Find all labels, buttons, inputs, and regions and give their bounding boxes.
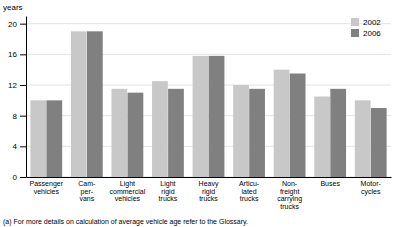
tick-label: Lightcommercialvehicles	[109, 180, 145, 202]
bar	[111, 89, 127, 177]
legend-label: 2006	[363, 29, 381, 38]
bar	[314, 97, 330, 178]
bar	[46, 100, 62, 177]
axis-line	[27, 177, 392, 178]
tick-label: Cam-per-vans	[78, 180, 96, 202]
bar	[193, 56, 209, 177]
bar	[233, 85, 249, 177]
tick: Heavyrigidtrucks	[199, 177, 219, 202]
tick: 16	[8, 50, 26, 59]
bar	[355, 100, 371, 177]
bar-series	[46, 31, 386, 177]
tick-mark	[20, 54, 26, 55]
legend-swatch	[351, 18, 359, 26]
bar	[71, 31, 87, 177]
tick: Non-freightcarryingtrucks	[277, 177, 302, 210]
tick: 4	[13, 142, 26, 151]
legend-swatch	[351, 29, 359, 37]
legend: 2002 2006	[351, 18, 381, 38]
tick-label: 4	[13, 142, 18, 151]
tick: Lightrigidtrucks	[159, 177, 178, 202]
tick-label: Articu-latedtrucks	[239, 180, 260, 202]
legend-item: 2002	[351, 18, 381, 27]
bar	[330, 89, 346, 177]
grid	[26, 24, 391, 177]
bar	[87, 31, 103, 177]
legend-item: 2006	[351, 29, 381, 38]
bar	[168, 89, 184, 177]
legend-label: 2002	[363, 18, 381, 27]
tick-label: Motor-cycles	[361, 180, 382, 196]
tick: Buses	[320, 177, 340, 187]
bar	[128, 93, 144, 177]
x-axis: Passengervehicles Cam-per-vans Lightcommer…	[27, 177, 392, 210]
tick-mark	[20, 116, 26, 117]
tick: 8	[13, 112, 26, 121]
tick: Passengervehicles	[30, 177, 64, 195]
tick-label: Buses	[320, 180, 340, 187]
tick-label: 12	[8, 81, 17, 90]
tick-label: Non-freightcarryingtrucks	[277, 180, 302, 210]
axis-line	[26, 17, 27, 178]
bar	[30, 100, 46, 177]
tick-label: Passengervehicles	[30, 180, 64, 195]
bar	[274, 70, 290, 177]
tick: 20	[8, 20, 26, 29]
tick: Cam-per-vans	[78, 177, 96, 202]
tick: 0	[13, 173, 26, 182]
tick-mark	[20, 177, 26, 178]
footnote: (a) For more details on calculation of a…	[3, 218, 248, 226]
tick: Motor-cycles	[361, 177, 382, 196]
tick-label: 0	[13, 173, 18, 182]
bar	[209, 56, 225, 177]
tick-label: 20	[8, 20, 17, 29]
y-axis: 0 4 8 12 16 20	[8, 17, 26, 183]
tick-label: 8	[13, 112, 18, 121]
tick: Lightcommercialvehicles	[109, 177, 145, 202]
bar-series	[30, 31, 370, 177]
tick-mark	[20, 24, 26, 25]
bars	[30, 31, 386, 177]
bar	[290, 74, 306, 178]
tick: 12	[8, 81, 26, 90]
grid-line	[26, 23, 391, 24]
tick-mark	[20, 146, 26, 147]
plot: 0 4 8 12 16 20 Passengervehicles Cam-per-vans Li…	[8, 17, 391, 211]
tick-mark	[20, 85, 26, 86]
tick: Articu-latedtrucks	[239, 177, 260, 202]
y-axis-label: years	[3, 3, 23, 12]
bar	[249, 89, 265, 177]
bar	[152, 81, 168, 177]
tick-label: Heavyrigidtrucks	[199, 180, 219, 202]
bar	[371, 108, 387, 177]
chart: 0 4 8 12 16 20 Passengervehicles Cam-per-vans Li…	[0, 0, 397, 227]
tick-label: 16	[8, 50, 17, 59]
tick-label: Lightrigidtrucks	[159, 180, 178, 202]
